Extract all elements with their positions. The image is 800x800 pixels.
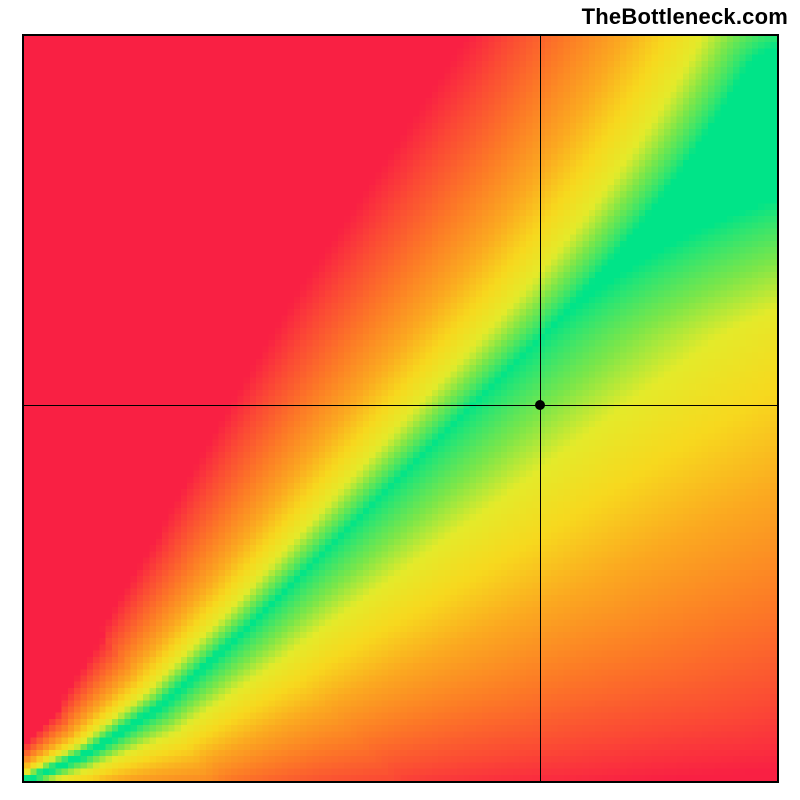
watermark-label: TheBottleneck.com (582, 4, 788, 30)
crosshair-marker-dot (535, 400, 545, 410)
heatmap-canvas (24, 36, 777, 781)
crosshair-horizontal (22, 405, 779, 406)
chart-container: TheBottleneck.com (0, 0, 800, 800)
